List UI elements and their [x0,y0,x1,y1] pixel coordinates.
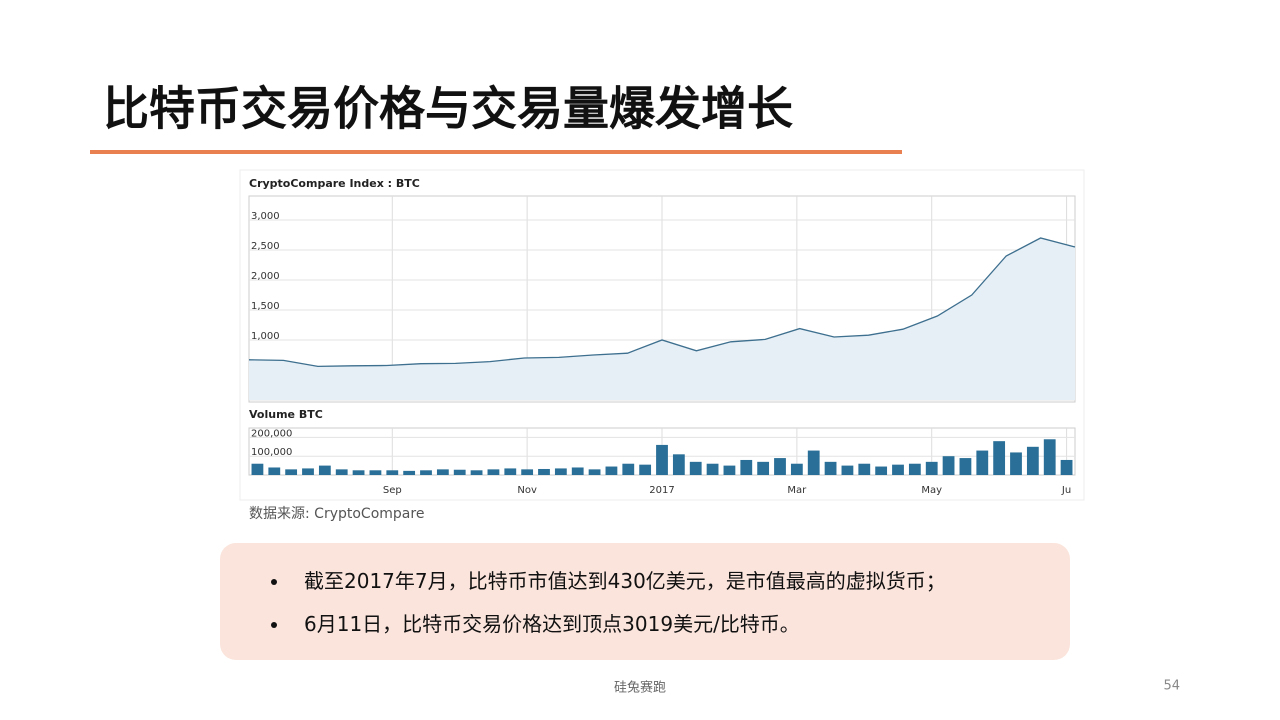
source-note: 数据来源: CryptoCompare [249,506,424,522]
volume-bar [824,461,837,475]
bullet: 6月11日，比特币交易价格达到顶点3019美元/比特币。 [290,608,1070,637]
volume-bar [1043,439,1056,475]
slide-title: 比特币交易价格与交易量爆发增长 [103,82,793,136]
volume-bar [403,470,416,475]
y-tick-label: 2,500 [251,241,280,252]
bullet-list: 截至2017年7月，比特币市值达到430亿美元，是市值最高的虚拟货币； 6月11… [220,565,1070,637]
volume-bar [706,463,719,475]
footer: 硅兔赛跑 [614,680,666,696]
x-tick-label: Mar [787,485,807,496]
volume-bar [521,469,534,475]
chart-title: Volume BTC [249,408,323,421]
x-tick-label: Nov [517,485,537,496]
volume-bar [318,465,331,475]
y-tick-label: 3,000 [251,211,280,222]
chart-title: CryptoCompare Index : BTC [249,177,420,190]
volume-bar [352,470,365,475]
volume-bar [335,469,348,475]
y-tick-label: 2,000 [251,271,280,282]
volume-bar [942,456,955,475]
volume-bar [487,469,500,475]
volume-bar [908,463,921,475]
volume-bar [369,470,382,475]
volume-bar [892,464,904,475]
volume-bar [622,463,635,475]
volume-bar [453,469,466,475]
volume-bar [436,469,449,475]
title-underline [90,150,902,154]
volume-bar [285,469,298,475]
volume-bar [656,444,668,475]
volume-bar [689,461,702,475]
volume-bar [251,463,264,475]
callout-box: 截至2017年7月，比特币市值达到430亿美元，是市值最高的虚拟货币； 6月11… [220,543,1070,660]
x-tick-label: May [921,485,942,496]
volume-bar [672,454,685,475]
volume-bar [302,468,314,475]
volume-bar [740,459,753,475]
y-tick-label: 100,000 [251,447,292,458]
volume-bar [925,461,938,475]
volume-bar [1026,446,1039,475]
volume-bar [504,468,517,475]
volume-bar [841,465,854,475]
volume-bar [639,464,652,475]
volume-bar [858,463,871,475]
volume-bar [538,468,550,475]
x-tick-label: 2017 [649,485,674,496]
volume-bar [605,466,618,475]
page-number: 54 [1163,679,1180,694]
volume-bar [875,466,888,475]
volume-bar [959,458,972,475]
volume-bar [1060,459,1073,475]
volume-bar [386,470,399,475]
y-tick-label: 1,000 [251,331,280,342]
volume-bar [757,461,770,475]
volume-bar [993,441,1006,475]
x-tick-label: Sep [383,485,402,496]
volume-bar [774,458,786,475]
volume-bar [588,469,601,475]
x-tick-label: Ju [1061,485,1071,496]
volume-bar [1010,452,1022,475]
volume-bar [976,450,989,475]
y-tick-label: 1,500 [251,301,280,312]
volume-bar [420,470,432,475]
volume-bar [268,467,281,475]
volume-bar [554,468,567,475]
bullet: 截至2017年7月，比特币市值达到430亿美元，是市值最高的虚拟货币； [290,565,1070,594]
volume-bar [807,450,820,475]
volume-bar [470,470,483,475]
volume-bar [790,463,803,475]
price-area [249,238,1075,400]
volume-bar [723,465,736,475]
y-tick-label: 200,000 [251,428,292,439]
volume-bar [571,467,584,475]
price-line [248,237,1076,368]
